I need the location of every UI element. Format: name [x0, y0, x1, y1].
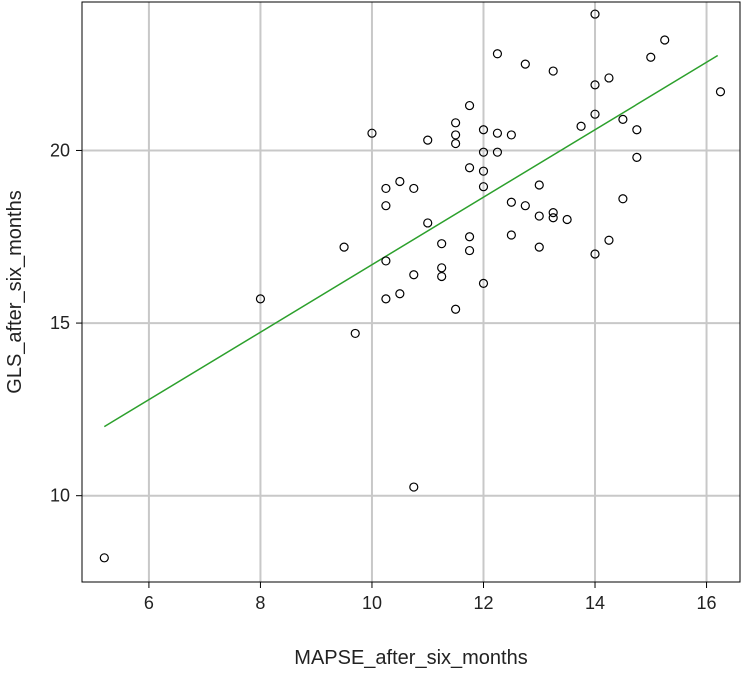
data-point: [590, 249, 600, 259]
data-point: [492, 147, 503, 157]
data-point: [506, 197, 516, 207]
data-point: [715, 87, 726, 97]
data-point: [451, 118, 461, 128]
data-point: [478, 182, 489, 192]
data-point: [478, 166, 489, 176]
data-point: [350, 328, 360, 339]
x-tick-label: 16: [697, 593, 717, 613]
data-point: [590, 80, 600, 90]
data-point: [590, 9, 600, 19]
y-tick-label: 20: [50, 140, 70, 160]
data-point: [618, 114, 628, 124]
data-point: [604, 73, 614, 83]
data-point: [478, 147, 489, 157]
grid-lines: [82, 2, 740, 582]
data-point: [548, 207, 558, 218]
data-point: [506, 130, 516, 140]
data-point: [562, 214, 572, 225]
y-tick-label: 15: [50, 313, 70, 333]
y-axis-title: GLS_after_six_months: [4, 190, 26, 393]
data-point: [548, 213, 558, 223]
data-point: [451, 304, 461, 314]
x-tick-label: 6: [144, 593, 154, 613]
data-point: [492, 49, 503, 59]
data-point: [409, 482, 419, 492]
data-point: [534, 211, 544, 221]
data-points: [99, 9, 726, 563]
data-point: [395, 289, 405, 299]
data-point: [437, 263, 447, 273]
data-point: [576, 121, 586, 131]
data-point: [534, 180, 544, 190]
data-point: [409, 270, 419, 280]
data-point: [451, 138, 461, 149]
data-point: [548, 66, 558, 76]
data-point: [660, 35, 670, 45]
data-point: [381, 256, 391, 266]
data-point: [381, 201, 391, 211]
data-point: [604, 235, 614, 245]
data-point: [367, 128, 377, 138]
fit-line-group: [103, 54, 719, 428]
data-point: [632, 152, 642, 162]
data-point: [478, 278, 489, 288]
plot-area-frame: [81, 1, 741, 583]
data-point: [520, 59, 530, 69]
data-point: [590, 109, 600, 119]
fit-line: [103, 54, 719, 428]
y-tick-label: 10: [50, 486, 70, 506]
data-point: [437, 239, 447, 249]
data-point: [632, 125, 642, 135]
data-point: [506, 230, 516, 240]
data-point: [381, 294, 391, 304]
data-point: [492, 128, 503, 138]
data-point: [464, 100, 475, 111]
data-point: [646, 52, 656, 62]
data-point: [99, 553, 109, 563]
data-point: [464, 245, 475, 256]
data-point: [478, 125, 489, 135]
data-point: [464, 163, 475, 173]
data-point: [381, 183, 391, 194]
data-point: [464, 232, 475, 242]
data-point: [423, 218, 433, 228]
x-tick-label: 10: [362, 593, 382, 613]
data-point: [437, 271, 447, 282]
x-tick-label: 8: [255, 593, 265, 613]
data-point: [451, 130, 461, 140]
data-point: [520, 201, 530, 211]
data-point: [618, 194, 628, 204]
data-point: [534, 242, 544, 252]
data-point: [423, 135, 433, 145]
data-point: [339, 242, 349, 252]
x-tick-label: 12: [473, 593, 493, 613]
data-point: [409, 183, 419, 194]
x-axis-title: MAPSE_after_six_months: [294, 647, 527, 669]
data-point: [395, 176, 405, 187]
data-point: [255, 294, 266, 304]
x-tick-label: 14: [585, 593, 605, 613]
axis-ticks: 6 8 10 12 14 16 10 15 20: [50, 140, 717, 613]
